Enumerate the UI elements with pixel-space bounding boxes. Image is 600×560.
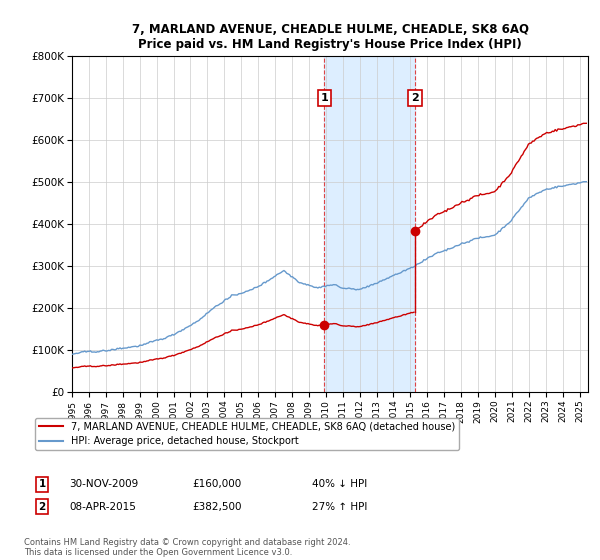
Text: Contains HM Land Registry data © Crown copyright and database right 2024.
This d: Contains HM Land Registry data © Crown c…: [24, 538, 350, 557]
Text: 2: 2: [411, 93, 419, 103]
Text: £160,000: £160,000: [192, 479, 241, 489]
Text: 30-NOV-2009: 30-NOV-2009: [69, 479, 138, 489]
Text: 40% ↓ HPI: 40% ↓ HPI: [312, 479, 367, 489]
Bar: [325, 56, 415, 392]
Text: 27% ↑ HPI: 27% ↑ HPI: [312, 502, 367, 512]
Text: 2: 2: [38, 502, 46, 512]
Title: 7, MARLAND AVENUE, CHEADLE HULME, CHEADLE, SK8 6AQ
Price paid vs. HM Land Regist: 7, MARLAND AVENUE, CHEADLE HULME, CHEADL…: [131, 22, 529, 50]
Text: £382,500: £382,500: [192, 502, 241, 512]
Text: 1: 1: [38, 479, 46, 489]
Legend: 7, MARLAND AVENUE, CHEADLE HULME, CHEADLE, SK8 6AQ (detached house), HPI: Averag: 7, MARLAND AVENUE, CHEADLE HULME, CHEADL…: [35, 418, 459, 450]
Text: 08-APR-2015: 08-APR-2015: [69, 502, 136, 512]
Text: 1: 1: [320, 93, 328, 103]
